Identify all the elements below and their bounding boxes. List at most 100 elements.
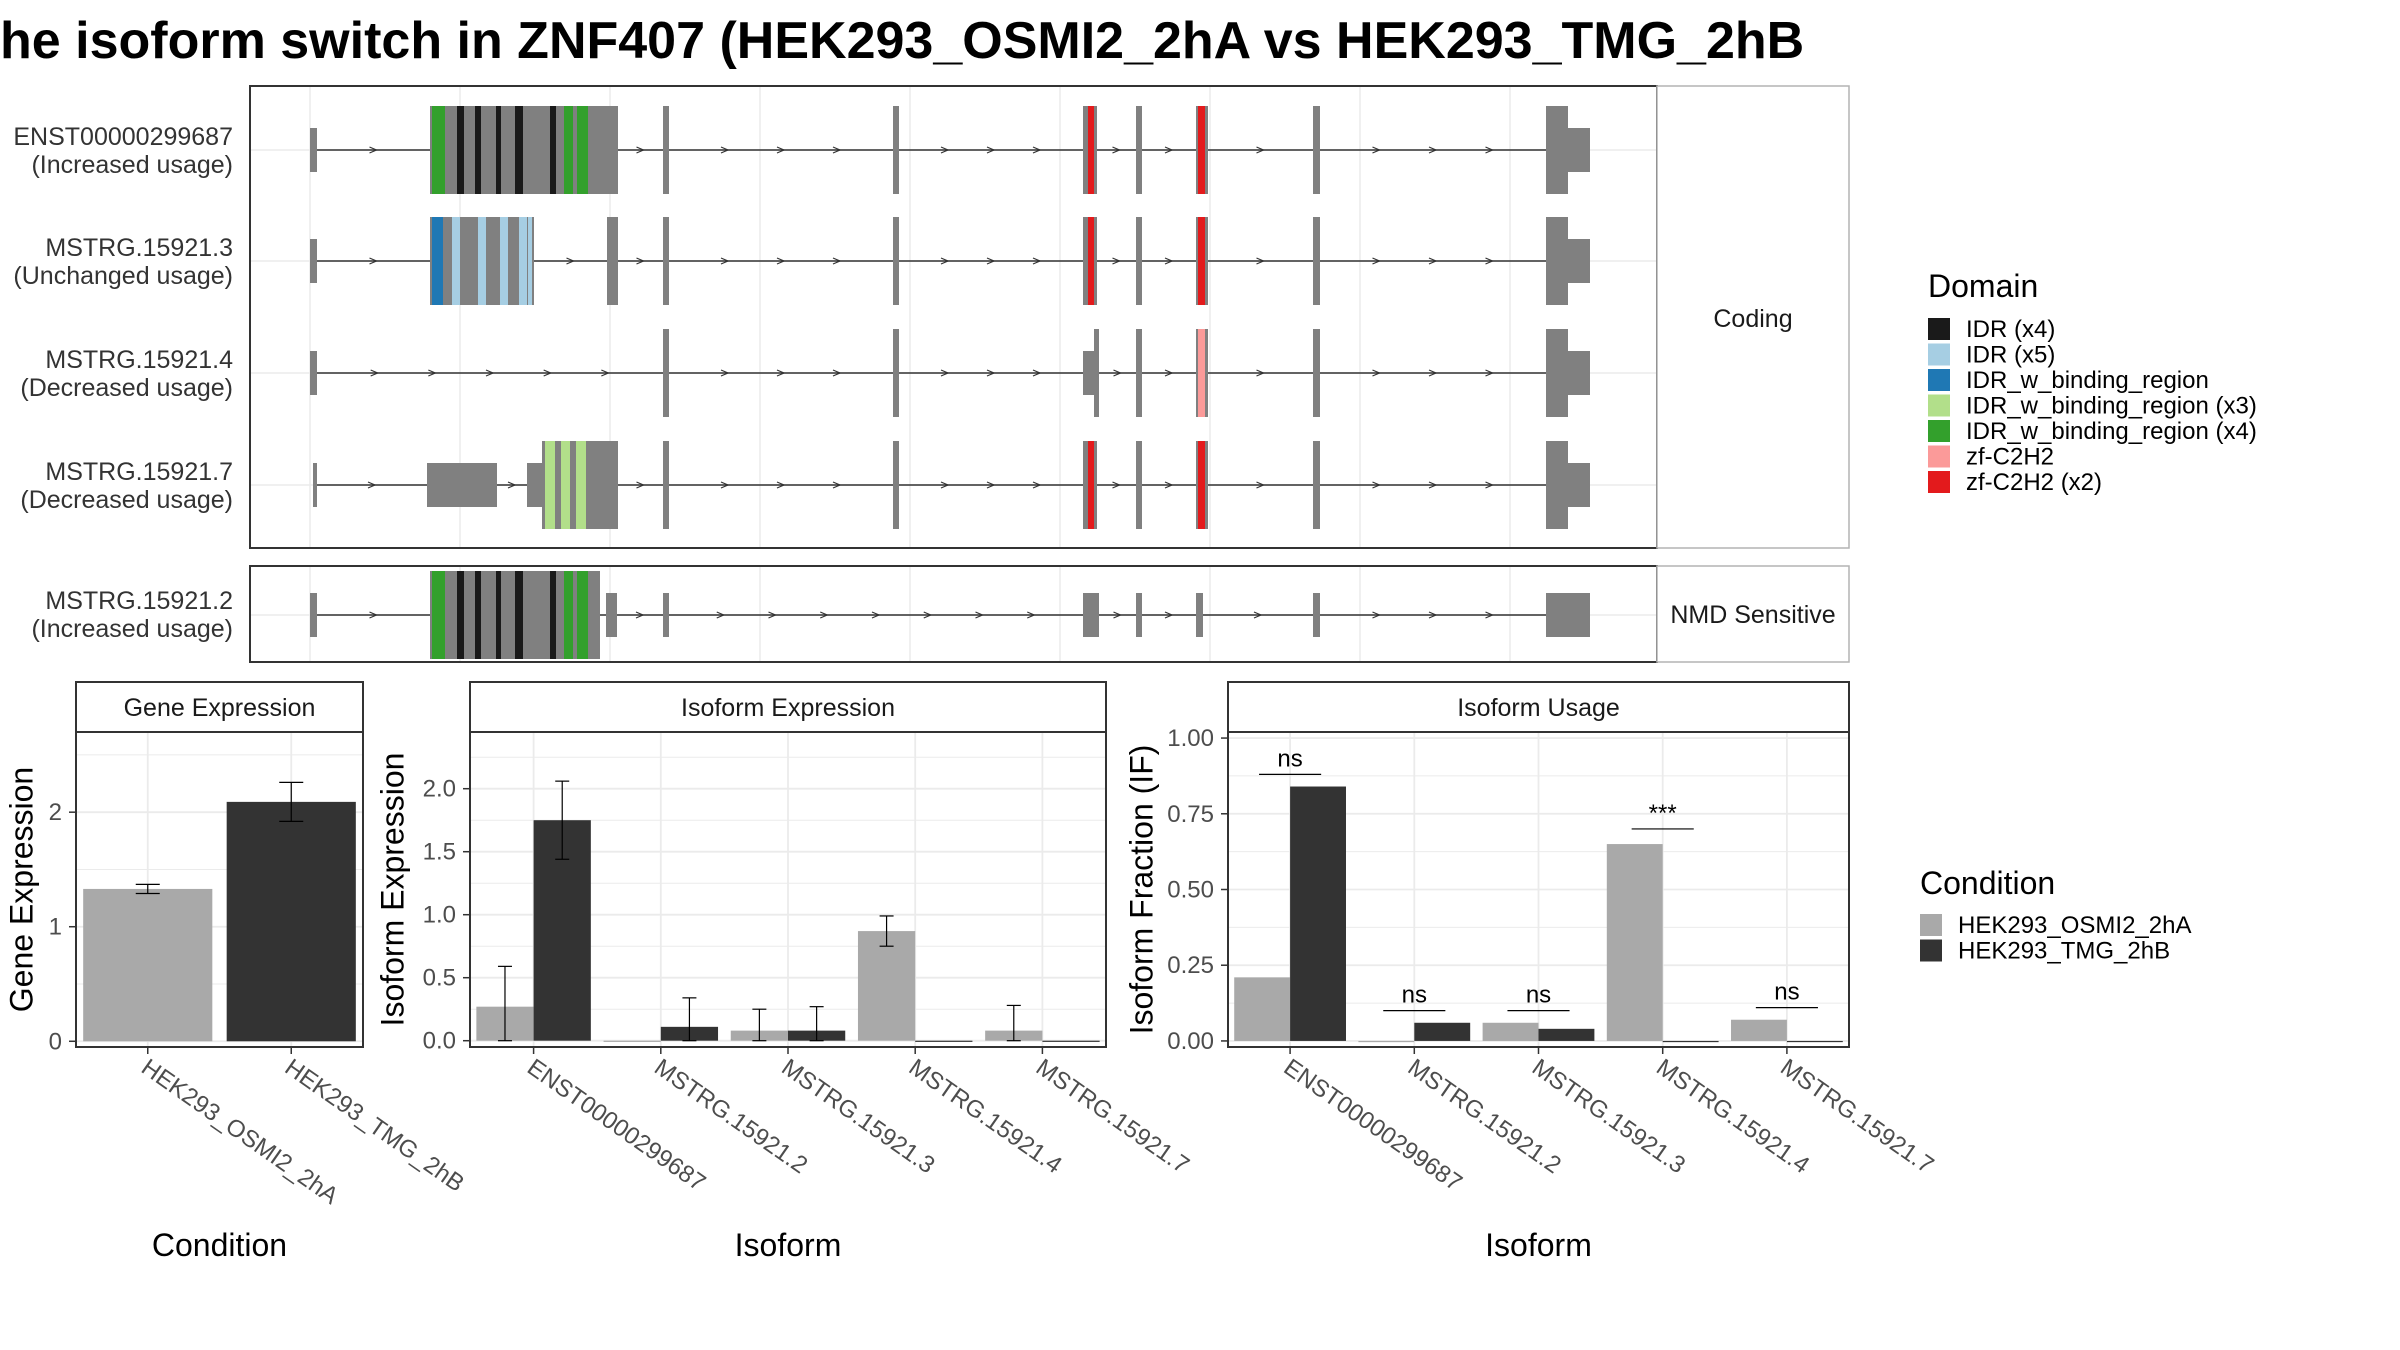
transcript-structure-panel: Coding NMD Sensitive ENST00000299687 (In… xyxy=(13,85,1850,663)
transcript-status-mstrg-15921-3: (Unchanged usage) xyxy=(13,262,233,290)
domain-idr-w-binding-region-x4 xyxy=(432,571,445,659)
transcript-track xyxy=(313,441,1590,529)
arrow-icon xyxy=(1112,146,1122,154)
gene-expression-chart: Gene Expression012HEK293_OSMI2_2hAHEK293… xyxy=(3,681,469,1263)
arrow-icon xyxy=(1256,369,1266,377)
arrow-icon xyxy=(636,481,646,489)
arrow-icon xyxy=(1164,257,1174,265)
transcript-track xyxy=(310,571,1590,659)
facet-strip xyxy=(1227,681,1850,733)
arrow-icon xyxy=(940,146,950,154)
domain-idr-x5 xyxy=(452,217,460,305)
y-tick-label: 0.0 xyxy=(423,1028,456,1055)
arrow-icon xyxy=(1164,481,1174,489)
domain-idr-w-binding-region-x3 xyxy=(545,441,555,529)
significance-label: ns xyxy=(1774,979,1799,1006)
exon xyxy=(1313,593,1320,637)
exon xyxy=(1083,351,1097,395)
domain-idr-w-binding-region-x4 xyxy=(564,106,573,194)
domain-zf-c2h2-x2 xyxy=(1088,106,1094,194)
arrow-icon xyxy=(720,481,730,489)
exon xyxy=(893,217,899,305)
domain-zf-c2h2-x2 xyxy=(1088,217,1094,305)
arrow-icon xyxy=(1372,257,1382,265)
y-axis-title: Isoform Fraction (IF) xyxy=(1123,745,1159,1035)
exon xyxy=(1568,351,1590,395)
exon xyxy=(1136,106,1142,194)
exon xyxy=(1313,217,1320,305)
legend-swatch-zf-c2h2 xyxy=(1928,445,1950,468)
arrow-icon xyxy=(986,481,996,489)
y-axis-title: Isoform Expression xyxy=(374,753,410,1027)
y-tick-label: 1.0 xyxy=(423,902,456,929)
arrow-icon xyxy=(1428,257,1438,265)
exon xyxy=(663,441,669,529)
arrow-icon xyxy=(1428,611,1438,619)
domain-idr-x4 xyxy=(496,571,501,659)
bar-hek293-osmi2-2ha-mstrg-15921-3 xyxy=(1482,1022,1539,1041)
bar-hek293-osmi2-2ha-enst00000299687 xyxy=(1234,977,1291,1041)
arrow-icon xyxy=(367,481,377,489)
domain-idr-x4 xyxy=(515,106,523,194)
domain-idr-x5 xyxy=(500,217,508,305)
exon xyxy=(1313,441,1320,529)
legend-label-hek293-osmi2-2ha: HEK293_OSMI2_2hA xyxy=(1958,912,2191,939)
domain-idr-x4 xyxy=(496,106,501,194)
arrow-icon xyxy=(485,369,495,377)
arrow-icon xyxy=(566,257,576,265)
domain-legend-title: Domain xyxy=(1928,268,2038,304)
domain-legend: Domain IDR (x4)IDR (x5)IDR_w_binding_reg… xyxy=(1928,268,2257,496)
arrow-icon xyxy=(1164,369,1174,377)
facet-strip xyxy=(75,681,364,733)
exon xyxy=(310,128,317,172)
bar-hek293-tmg-2hb-mstrg-15921-4 xyxy=(1662,1040,1719,1043)
transcript-status-mstrg-15921-7: (Decreased usage) xyxy=(20,486,233,514)
transcript-label-mstrg-15921-2: MSTRG.15921.2 xyxy=(45,587,233,615)
y-tick-label: 0 xyxy=(49,1028,62,1055)
arrow-icon xyxy=(832,369,842,377)
transcript-status-mstrg-15921-2: (Increased usage) xyxy=(31,615,233,643)
bar-hek293-osmi2-2ha-mstrg-15921-7 xyxy=(1731,1019,1787,1041)
exon xyxy=(1546,593,1590,637)
significance-label: ns xyxy=(1402,982,1427,1009)
arrow-icon xyxy=(1256,146,1266,154)
transcript-track xyxy=(310,106,1590,194)
arrow-icon xyxy=(369,146,379,154)
exon xyxy=(1568,463,1590,507)
arrow-icon xyxy=(776,257,786,265)
legend-label-idr-w-binding-region-x3: IDR_w_binding_region (x3) xyxy=(1966,393,2257,420)
arrow-icon xyxy=(1112,481,1122,489)
legend-label-zf-c2h2-x2: zf-C2H2 (x2) xyxy=(1966,469,2102,496)
bar-hek293-osmi2-2ha-mstrg-15921-4 xyxy=(1606,844,1663,1041)
arrow-icon xyxy=(1485,146,1495,154)
legend-swatch-idr-x5 xyxy=(1928,343,1950,366)
coding-strip xyxy=(1656,85,1850,549)
exon xyxy=(527,463,542,507)
exon xyxy=(1568,239,1590,283)
x-axis-title: Isoform xyxy=(1485,1227,1592,1263)
figure-title: he isoform switch in ZNF407 (HEK293_OSMI… xyxy=(0,12,1804,70)
arrow-icon xyxy=(1485,257,1495,265)
bar-hek293-tmg-2hb-mstrg-15921-4 xyxy=(915,1040,973,1042)
exon xyxy=(1136,329,1142,417)
isoform-usage-chart: ns ns ns *** ns Isoform Usage 0.00 0.25 0.50 0.75… xyxy=(1123,681,1938,1263)
exon xyxy=(663,593,669,637)
significance-label: *** xyxy=(1649,800,1677,827)
domain-idr-x5 xyxy=(528,217,532,305)
exon xyxy=(310,239,317,283)
legend-swatch-idr-w-binding-region xyxy=(1928,369,1950,391)
legend-swatch-idr-w-binding-region-x4 xyxy=(1928,420,1950,442)
arrow-icon xyxy=(1164,146,1174,154)
domain-idr-x4 xyxy=(475,571,481,659)
arrow-icon xyxy=(776,146,786,154)
arrow-icon xyxy=(635,611,645,619)
exon xyxy=(427,463,497,507)
exon xyxy=(663,106,669,194)
condition-legend-title: Condition xyxy=(1920,865,2055,901)
y-tick-label: 0.25 xyxy=(1167,952,1214,979)
exon xyxy=(1136,441,1142,529)
domain-zf-c2h2-x2 xyxy=(1198,441,1205,529)
bar-hek293-tmg-2hb xyxy=(226,801,356,1042)
domain-idr-w-binding-region-x4 xyxy=(577,571,588,659)
domain-zf-c2h2-x2 xyxy=(1088,441,1094,529)
